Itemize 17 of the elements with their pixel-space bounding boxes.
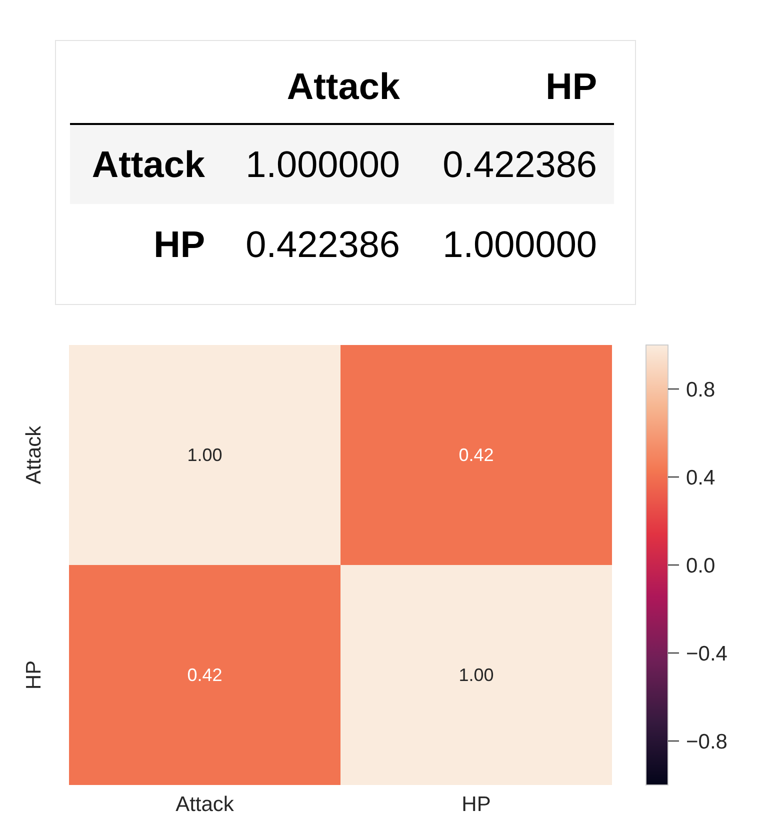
data-label: 0.42 <box>187 665 222 685</box>
category-label: HP <box>544 66 598 107</box>
color-bar-label: 0.0 <box>686 554 716 578</box>
data-label: 0.42 <box>458 445 494 465</box>
category-label: Attack <box>286 66 401 107</box>
text: 1.000000 <box>246 144 400 185</box>
color-bar-label: −0.4 <box>686 642 728 666</box>
color-bar-label: 0.4 <box>686 466 716 490</box>
data-label: 1.00 <box>187 445 222 465</box>
data-label: 1.00 <box>458 665 494 685</box>
category-label: HP <box>154 224 205 264</box>
text: 1.000000 <box>442 224 597 264</box>
text: 0.422386 <box>246 224 400 264</box>
text: 0.422386 <box>442 144 597 185</box>
color-bar-label: 0.8 <box>686 378 716 402</box>
category-label: Attack <box>92 144 205 185</box>
color-bar-label: −0.8 <box>686 730 728 754</box>
